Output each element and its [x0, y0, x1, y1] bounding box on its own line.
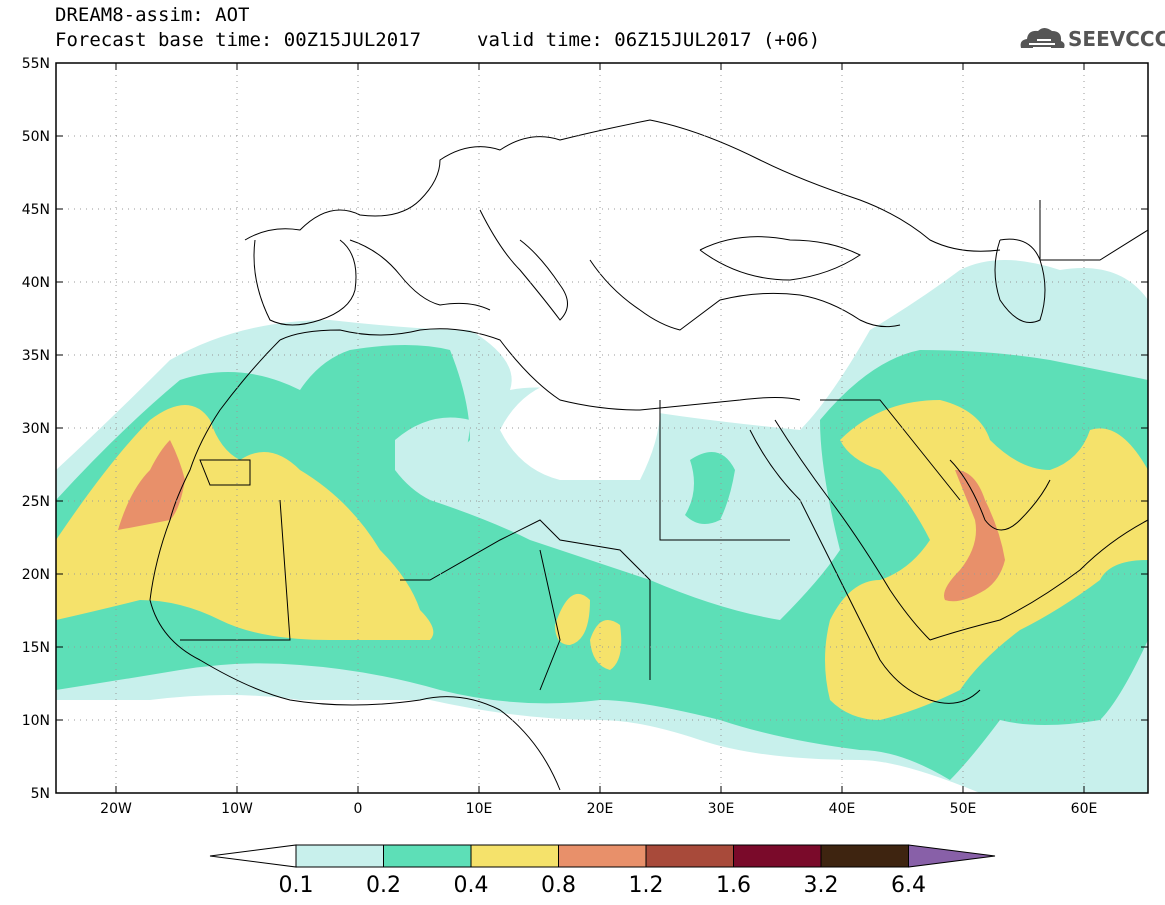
colorbar-label: 1.2 [629, 873, 664, 898]
borders [149, 119, 1148, 791]
colorbar-swatch [733, 844, 822, 868]
aot-contour-0.2-patch [685, 452, 735, 524]
lat-label: 25N [22, 494, 50, 510]
lat-label: 20N [22, 567, 50, 583]
lon-label: 30E [708, 801, 735, 817]
colorbar-label: 0.4 [454, 873, 489, 898]
aot-clear-libya [395, 417, 470, 500]
lon-label: 60E [1071, 801, 1098, 817]
lat-label: 55N [22, 56, 50, 72]
colorbar-swatch [820, 844, 909, 868]
lat-label: 40N [22, 275, 50, 291]
colorbar-labels: 0.1 0.2 0.4 0.8 1.2 1.6 3.2 6.4 [279, 873, 927, 898]
forecast-base-time: Forecast base time: 00Z15JUL2017 [55, 29, 422, 51]
axis-ticks [56, 62, 1148, 794]
aot-contour-0.8-gulf [944, 470, 1005, 602]
colorbar-swatch [558, 844, 647, 868]
valid-time: valid time: 06Z15JUL2017 (+06) [477, 29, 821, 51]
lon-label: 0 [354, 801, 363, 817]
logo-text: SEEVCCC [1068, 27, 1165, 51]
lat-label: 5N [31, 786, 50, 802]
colorbar-label: 0.8 [541, 873, 576, 898]
colorbar-swatch [470, 844, 559, 868]
lat-label: 45N [22, 202, 50, 218]
lon-label: 10E [466, 801, 493, 817]
aot-clear-sahara [500, 380, 660, 480]
aot-contour-0.4-central2 [590, 620, 622, 670]
colorbar-label: 0.2 [366, 873, 401, 898]
colorbar-swatch [295, 844, 384, 868]
colorbar-label: 1.6 [716, 873, 751, 898]
colorbar-label: 6.4 [891, 873, 926, 898]
graticule [56, 63, 1148, 793]
lon-label: 50E [950, 801, 977, 817]
colorbar-swatch [645, 844, 734, 868]
colorbar [209, 844, 996, 868]
lon-label: 20E [587, 801, 614, 817]
longitude-labels: 20W 10W 0 10E 20E 30E 40E 50E 60E [100, 801, 1097, 817]
lat-label: 10N [22, 713, 50, 729]
latitude-labels: 55N 50N 45N 40N 35N 30N 25N 20N 15N 10N … [22, 56, 50, 802]
lat-label: 35N [22, 348, 50, 364]
lat-label: 50N [22, 129, 50, 145]
lat-label: 30N [22, 421, 50, 437]
lon-label: 20W [100, 801, 132, 817]
colorbar-low-arrow [209, 844, 297, 868]
cloud-icon [1020, 28, 1065, 49]
lon-label: 40E [829, 801, 856, 817]
aot-contour-0.4-west [56, 405, 434, 640]
lon-label: 10W [221, 801, 253, 817]
colorbar-label: 3.2 [804, 873, 839, 898]
aot-contour-0.4-central [555, 593, 590, 645]
colorbar-label: 0.1 [279, 873, 314, 898]
colorbar-swatch [383, 844, 472, 868]
lat-label: 15N [22, 640, 50, 656]
colorbar-high-arrow [908, 844, 996, 868]
aot-field [56, 260, 1148, 793]
map-title: DREAM8-assim: AOT [55, 4, 250, 26]
aot-contour-0.8-west [118, 440, 185, 530]
